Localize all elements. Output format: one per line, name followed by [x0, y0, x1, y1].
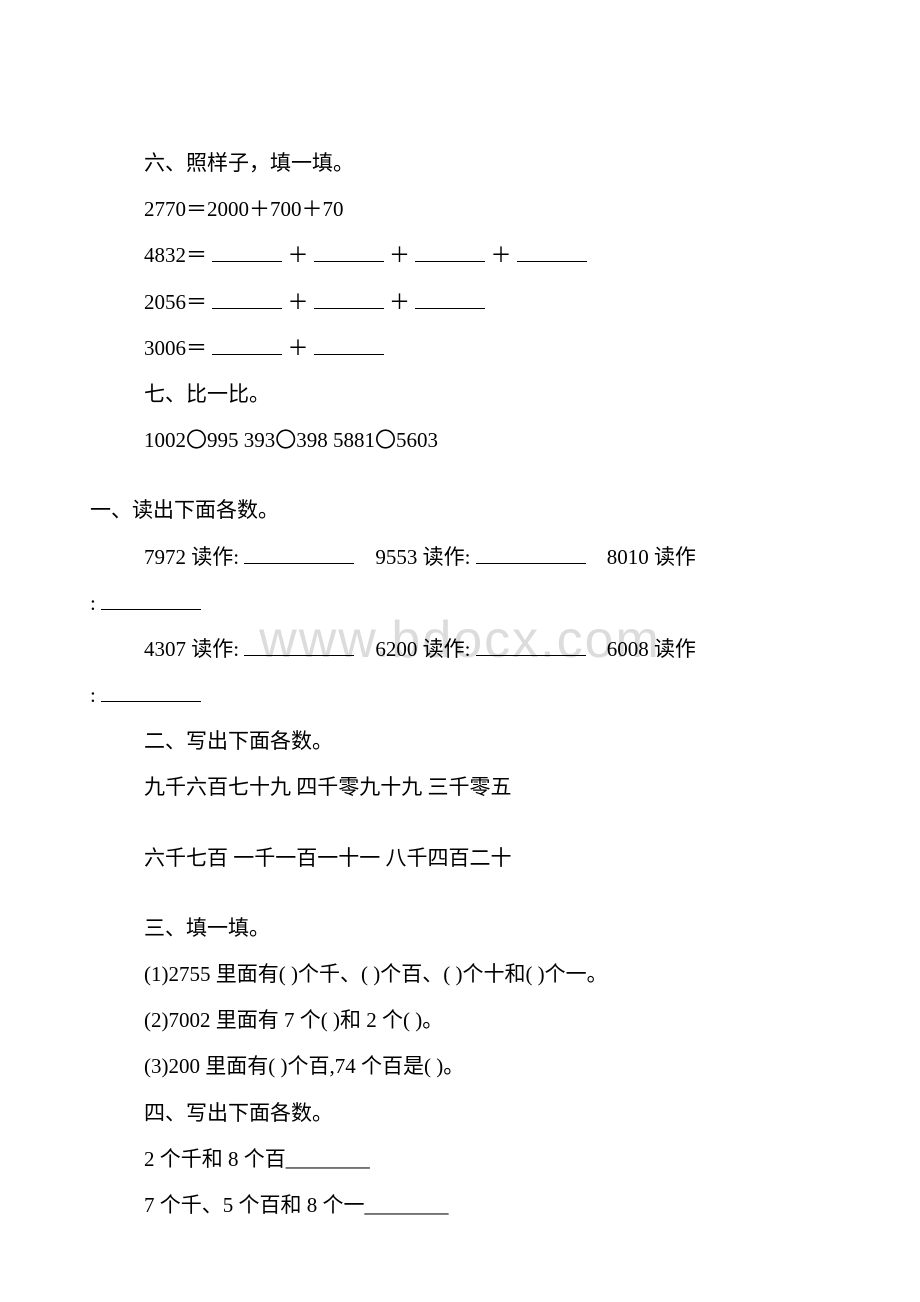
q-4307: 4307 读作:: [144, 637, 239, 661]
plus: ＋: [288, 336, 309, 360]
blank: [212, 284, 282, 308]
plus: ＋: [491, 243, 512, 267]
section-6-row-2056: 2056＝ ＋ ＋: [90, 279, 830, 325]
blank: [314, 284, 384, 308]
spacer: [90, 811, 830, 835]
plus: ＋: [389, 243, 410, 267]
blank: [314, 238, 384, 262]
section-1-title: 一、读出下面各数。: [90, 487, 830, 533]
section-6-row-4832: 4832＝ ＋ ＋ ＋: [90, 232, 830, 278]
q-6200: 6200 读作:: [375, 637, 470, 661]
blank: [212, 331, 282, 355]
blank: [244, 539, 354, 563]
section-6-title: 六、照样子，填一填。: [90, 140, 830, 186]
plus: ＋: [288, 290, 309, 314]
section-1-row1: 7972 读作: 9553 读作: 8010 读作: [90, 534, 830, 580]
section-6-example: 2770＝2000＋700＋70: [90, 186, 830, 232]
spacer: [90, 463, 830, 487]
blank: [517, 238, 587, 262]
spacer: [90, 881, 830, 905]
q-7972: 7972 读作:: [144, 545, 239, 569]
section-4-title: 四、写出下面各数。: [90, 1090, 830, 1136]
section-3-q1: (1)2755 里面有( )个千、( )个百、( )个十和( )个一。: [90, 951, 830, 997]
section-4-q2: 7 个千、5 个百和 8 个一________: [90, 1182, 830, 1228]
section-3-title: 三、填一填。: [90, 905, 830, 951]
blank: [101, 586, 201, 610]
q-8010: 8010 读作: [607, 545, 696, 569]
plus: ＋: [288, 243, 309, 267]
blank: [476, 539, 586, 563]
plus: ＋: [389, 290, 410, 314]
section-1-row1-wrap: :: [90, 580, 830, 626]
blank: [415, 284, 485, 308]
colon: :: [90, 683, 96, 707]
section-1-row2: 4307 读作: 6200 读作: 6008 读作: [90, 626, 830, 672]
text-4832-eq: 4832＝: [144, 243, 207, 267]
section-3-q3: (3)200 里面有( )个百,74 个百是( )。: [90, 1043, 830, 1089]
section-7-title: 七、比一比。: [90, 371, 830, 417]
section-1-row2-wrap: :: [90, 672, 830, 718]
q-6008: 6008 读作: [607, 637, 696, 661]
blank: [415, 238, 485, 262]
text-3006-eq: 3006＝: [144, 336, 207, 360]
blank: [101, 678, 201, 702]
section-6-row-3006: 3006＝ ＋: [90, 325, 830, 371]
text-2056-eq: 2056＝: [144, 290, 207, 314]
blank: [244, 632, 354, 656]
document-page: www.bdocx.com 六、照样子，填一填。 2770＝2000＋700＋7…: [0, 0, 920, 1302]
colon: :: [90, 591, 96, 615]
document-content: 六、照样子，填一填。 2770＝2000＋700＋70 4832＝ ＋ ＋ ＋ …: [90, 140, 830, 1228]
blank: [212, 238, 282, 262]
blank: [476, 632, 586, 656]
q-9553: 9553 读作:: [375, 545, 470, 569]
blank: [314, 331, 384, 355]
section-3-q2: (2)7002 里面有 7 个( )和 2 个( )。: [90, 997, 830, 1043]
section-2-line2: 六千七百 一千一百一十一 八千四百二十: [90, 835, 830, 881]
section-4-q1: 2 个千和 8 个百________: [90, 1136, 830, 1182]
section-2-line1: 九千六百七十九 四千零九十九 三千零五: [90, 764, 830, 810]
section-2-title: 二、写出下面各数。: [90, 718, 830, 764]
section-7-line: 1002〇995 393〇398 5881〇5603: [90, 417, 830, 463]
